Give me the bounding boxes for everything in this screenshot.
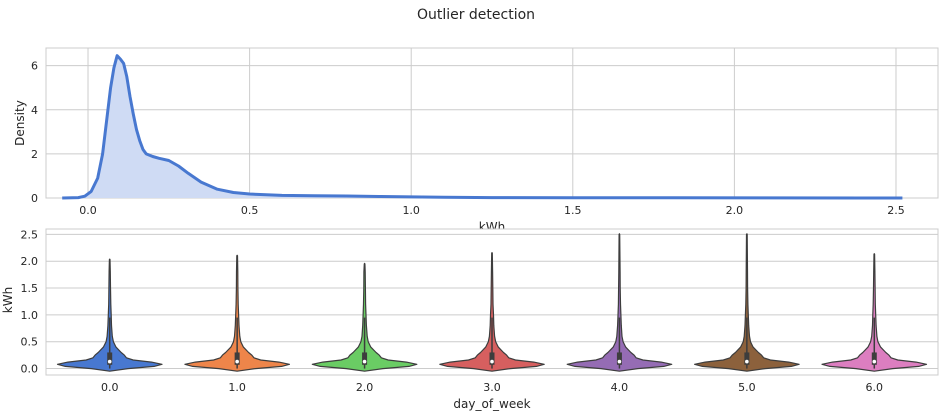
kde-fill-area <box>62 55 903 199</box>
kde-y-tick-label: 6 <box>31 60 38 73</box>
kde-y-tick-label: 2 <box>31 148 38 161</box>
violin-x-tick-label: 3.0 <box>483 381 501 394</box>
violin-box <box>744 352 750 365</box>
violin-x-tick-label: 4.0 <box>611 381 629 394</box>
kde-x-tick-label: 1.0 <box>402 204 420 217</box>
violin-x-tick-label: 2.0 <box>356 381 374 394</box>
violin-day-2 <box>311 262 418 372</box>
kde-x-tick-label: 0.0 <box>79 204 97 217</box>
violin-y-tick-label: 2.5 <box>21 228 39 241</box>
violin-panel: 0.00.51.01.52.02.50.0 1.0 2.0 3.0 4.0 5.0 6.0 … <box>1 228 939 411</box>
violin-day-5 <box>694 233 800 372</box>
violin-y-tick-label: 1.5 <box>21 282 39 295</box>
violin-day-4 <box>566 233 673 372</box>
violin-y-tick-label: 0.0 <box>21 363 39 376</box>
violin-body <box>56 258 163 372</box>
violin-x-tick-label: 5.0 <box>738 381 756 394</box>
violin-x-tick-label: 0.0 <box>101 381 119 394</box>
violin-median <box>490 359 494 364</box>
kde-grid <box>46 48 938 198</box>
violin-day-3 <box>439 252 545 372</box>
violin-body <box>566 233 673 372</box>
violin-day-0 <box>56 258 163 372</box>
violin-median <box>235 359 239 364</box>
kde-x-tick-label: 2.0 <box>726 204 744 217</box>
violin-box <box>362 352 368 365</box>
violin-body <box>439 252 545 372</box>
violin-median <box>745 359 749 364</box>
violin-median <box>872 359 877 364</box>
violin-median <box>617 359 622 364</box>
violin-body <box>184 254 290 372</box>
violin-median <box>362 359 367 364</box>
violin-day-6 <box>821 253 928 372</box>
violin-body <box>821 253 928 372</box>
violin-body <box>694 233 800 372</box>
figure-title: Outlier detection <box>417 7 535 23</box>
violins <box>56 233 928 372</box>
kde-line <box>62 54 903 200</box>
violin-box <box>489 352 495 365</box>
violin-day-1 <box>184 254 290 372</box>
violin-tick-labels: 0.0 0.5 1.0 1.5 2.0 2.5 0.0 1.0 2.0 3.0 4.0 5.0 6.0 <box>21 228 884 394</box>
violin-x-tick-label: 6.0 <box>866 381 884 394</box>
violin-y-tick-label: 2.0 <box>21 255 39 268</box>
kde-y-tick-label: 0 <box>31 192 38 205</box>
violin-box <box>871 352 877 365</box>
violin-body <box>311 262 418 372</box>
violin-x-axis-label: day_of_week <box>453 397 530 411</box>
violin-x-tick-label: 1.0 <box>228 381 246 394</box>
kde-y-axis-label: Density <box>13 100 27 146</box>
violin-box <box>107 352 113 365</box>
violin-box <box>616 352 622 365</box>
kde-plot-area <box>45 47 939 199</box>
kde-y-tick-label: 4 <box>31 104 38 117</box>
kde-x-tick-label: 1.5 <box>564 204 582 217</box>
violin-y-tick-label: 0.5 <box>21 336 39 349</box>
violin-box <box>234 352 240 365</box>
kde-x-tick-label: 0.5 <box>241 204 259 217</box>
kde-x-tick-label: 2.5 <box>887 204 905 217</box>
kde-tick-labels: 0.0 0.5 1.0 1.5 2.0 2.5 0 2 4 6 <box>31 60 905 217</box>
violin-y-tick-label: 1.0 <box>21 309 39 322</box>
violin-median <box>107 359 112 364</box>
violin-y-axis-label: kWh <box>1 287 15 313</box>
